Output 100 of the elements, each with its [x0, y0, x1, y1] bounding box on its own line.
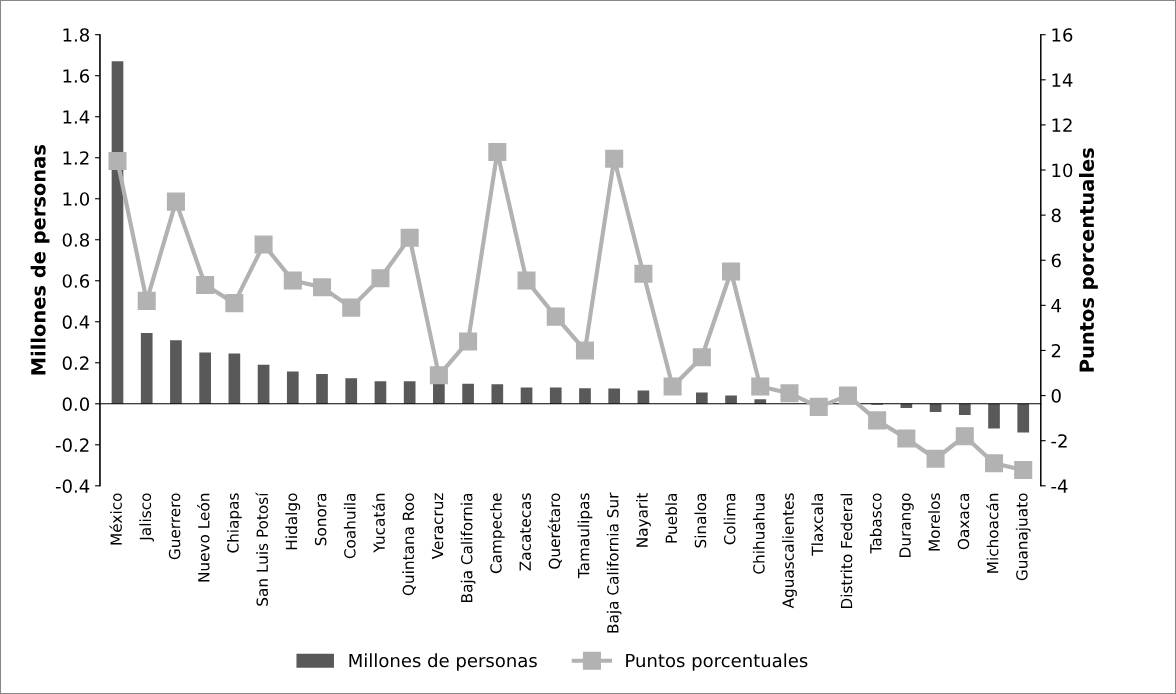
y-tick-label: 1.6	[63, 69, 90, 83]
bar	[549, 387, 562, 404]
point	[838, 386, 857, 405]
point	[955, 427, 974, 446]
bar	[958, 403, 971, 416]
point	[722, 262, 741, 281]
point	[342, 298, 361, 317]
x-tick-label: Chihuahua	[752, 493, 765, 574]
point	[429, 366, 448, 385]
point	[809, 397, 828, 416]
bar	[140, 333, 153, 404]
point	[605, 149, 624, 168]
bar	[988, 403, 1000, 429]
x-tick-label: México	[109, 493, 122, 545]
x-tick-label: Quintana Roo	[402, 493, 416, 596]
point	[283, 271, 302, 290]
y-tick-label: 1.2	[63, 151, 89, 165]
point	[926, 449, 945, 468]
point	[196, 276, 215, 295]
x-tick-label: Oaxaca	[957, 493, 970, 550]
y-tick-label: 0.2	[62, 356, 89, 370]
x-tick-label: Zacatecas	[519, 493, 531, 571]
y-tick-label: 0.8	[62, 233, 89, 247]
point	[108, 151, 127, 171]
x-tick-label: Sonora	[314, 493, 327, 546]
y2-axis-title: Puntos porcentuales	[1079, 148, 1098, 372]
y-tick-label: -0.4	[55, 479, 90, 493]
x-tick-label: Guerrero	[168, 493, 181, 560]
x-tick-label: Aguascalientes	[782, 493, 797, 609]
y2-tick-label: 2	[1051, 343, 1061, 358]
y2-tick-label: 14	[1052, 73, 1073, 87]
y-tick-label: 0.0	[62, 397, 90, 411]
x-tick-label: Durango	[899, 493, 914, 557]
x-tick-label: Coahuila	[343, 493, 356, 559]
y2-tick-label: 6	[1051, 253, 1061, 268]
y-tick-label: 0.4	[62, 315, 90, 329]
x-tick-label: Guanajuato	[1015, 493, 1031, 581]
y2-tick-label: 0	[1051, 389, 1061, 403]
bar	[170, 340, 182, 404]
y-tick-label: 1.4	[63, 110, 90, 124]
x-tick-label: Hidalgo	[285, 493, 301, 550]
x-tick-label: Jalisco	[139, 493, 154, 542]
bar	[1017, 403, 1030, 433]
x-tick-label: Chiapas	[226, 493, 242, 553]
point	[575, 341, 594, 360]
y2-tick-label: 16	[1052, 28, 1073, 42]
point	[780, 384, 799, 403]
bar	[929, 403, 942, 412]
legend-label: Puntos porcentuales	[626, 653, 808, 671]
x-tick-label: Yucatán	[372, 493, 385, 553]
y2-tick-label: 8	[1051, 208, 1061, 223]
x-tick-label: Tlaxcala	[811, 493, 824, 556]
bar	[199, 352, 211, 404]
point	[868, 411, 887, 430]
x-tick-label: Nuevo León	[197, 493, 210, 582]
point	[692, 348, 711, 367]
x-tick-label: Morelos	[928, 493, 941, 551]
bar	[433, 383, 445, 404]
x-tick-label: Distrito Federal	[840, 494, 853, 609]
point	[897, 429, 916, 448]
x-tick-label: San Luis Potosí	[255, 492, 269, 606]
point	[663, 377, 682, 396]
bar	[286, 371, 299, 404]
bar	[316, 374, 328, 404]
x-tick-label: Querétaro	[547, 493, 562, 569]
point	[546, 307, 565, 326]
point	[634, 264, 653, 283]
point	[751, 377, 770, 396]
point	[984, 454, 1004, 473]
point	[166, 192, 185, 211]
y2-tick-label: -2	[1051, 434, 1067, 448]
y2-tick-label: 10	[1052, 163, 1073, 178]
x-tick-label: Campeche	[489, 493, 505, 574]
point	[517, 271, 536, 290]
bar	[374, 381, 387, 404]
point	[488, 142, 507, 162]
bar	[491, 384, 504, 404]
y-tick-label: 0.6	[62, 274, 90, 288]
bar	[257, 364, 270, 404]
x-tick-label: Baja California Sur	[606, 492, 622, 633]
x-tick-label: Baja California	[460, 493, 476, 602]
y-tick-label: 1.8	[63, 28, 89, 42]
bar	[900, 403, 913, 408]
bar	[695, 392, 708, 404]
y-tick-label: 1.0	[63, 192, 90, 206]
y2-tick-label: -4	[1051, 479, 1068, 493]
point	[312, 278, 332, 297]
bar	[228, 353, 241, 404]
bar	[345, 378, 358, 404]
y2-tick-label: 4	[1051, 299, 1061, 313]
x-tick-label: Tamaulipas	[577, 493, 593, 579]
point	[225, 294, 244, 313]
bar	[520, 387, 533, 404]
y-tick-label: -0.2	[55, 438, 89, 452]
y2-tick-label: 12	[1052, 118, 1072, 132]
point	[459, 332, 478, 351]
point	[137, 291, 156, 310]
x-tick-label: Sinaloa	[694, 493, 707, 548]
x-tick-label: Puebla	[665, 493, 678, 543]
point	[400, 228, 419, 247]
